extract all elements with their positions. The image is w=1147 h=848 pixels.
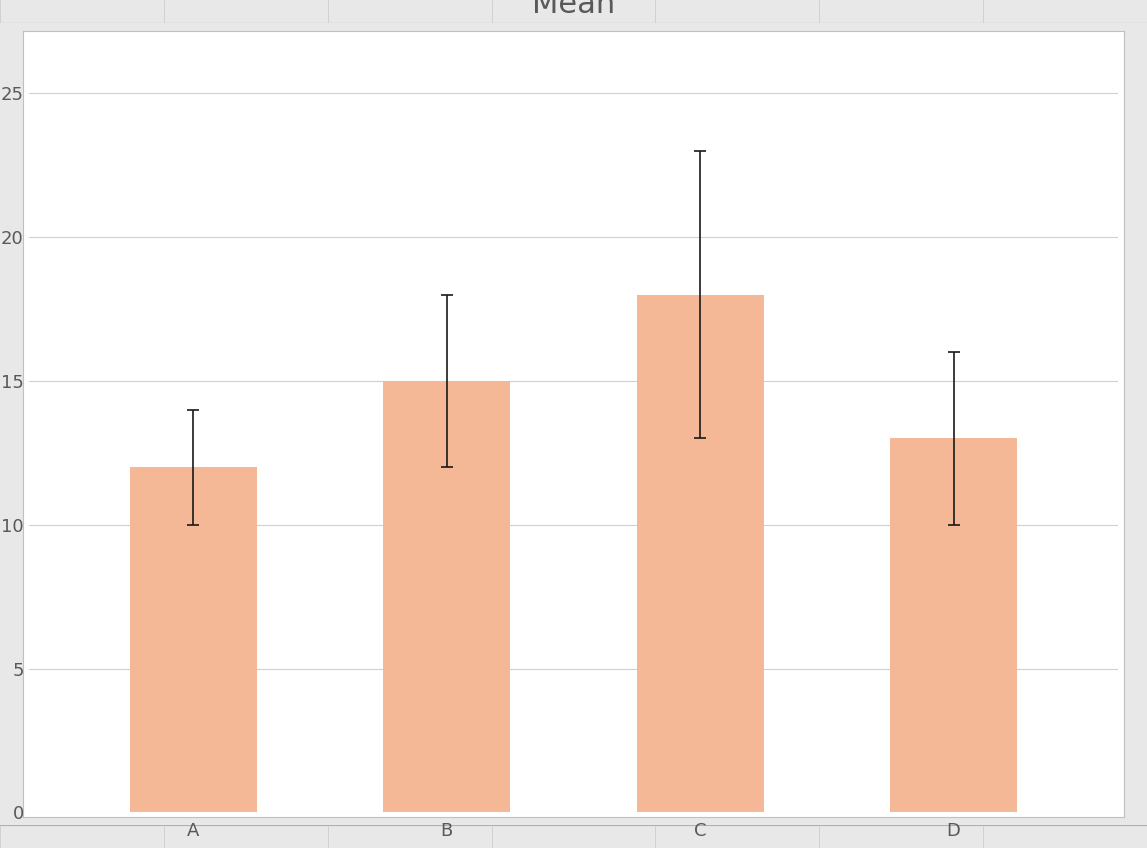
Title: Mean: Mean (532, 0, 615, 20)
Bar (130, 467, 257, 812)
Bar (637, 294, 764, 812)
Bar (383, 381, 510, 812)
Bar (890, 438, 1017, 812)
